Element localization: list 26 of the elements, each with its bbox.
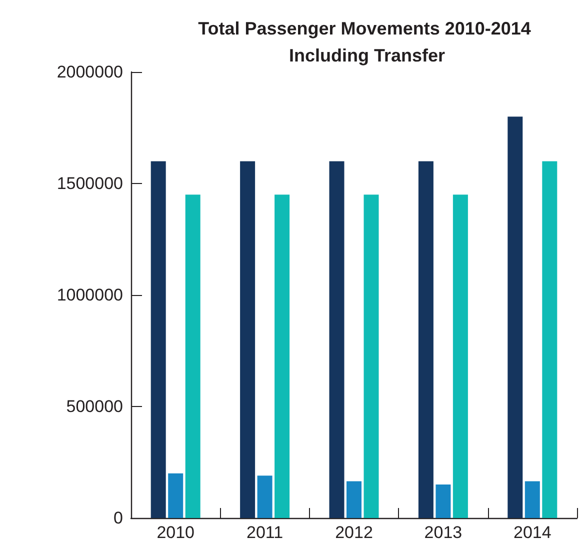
x-tick-label: 2011 xyxy=(246,523,284,542)
chart-title: Total Passenger Movements 2010-2014 Including Transfer xyxy=(198,18,536,66)
bar xyxy=(436,484,451,518)
x-tick-label: 2010 xyxy=(156,523,195,542)
bar xyxy=(452,194,468,518)
bar xyxy=(185,194,200,518)
x-tick-label: 2013 xyxy=(424,523,462,542)
bar xyxy=(240,161,256,518)
bar xyxy=(524,481,540,518)
x-tick-label: 2012 xyxy=(335,523,373,542)
bar xyxy=(418,161,434,518)
y-tick-label: 0 xyxy=(114,508,123,528)
bar xyxy=(150,161,166,518)
bar xyxy=(329,161,344,518)
bar xyxy=(508,116,523,518)
bar xyxy=(257,476,272,518)
x-tick-label: 2014 xyxy=(513,523,552,542)
bar xyxy=(168,473,184,518)
bar xyxy=(364,194,379,518)
bar xyxy=(346,481,362,518)
bar xyxy=(274,194,290,518)
y-tick-label: 2000000 xyxy=(56,62,123,82)
y-tick-label: 1500000 xyxy=(56,174,123,193)
y-tick-label: 500000 xyxy=(66,397,123,416)
y-tick-label: 1000000 xyxy=(56,286,123,304)
bar xyxy=(542,161,558,518)
